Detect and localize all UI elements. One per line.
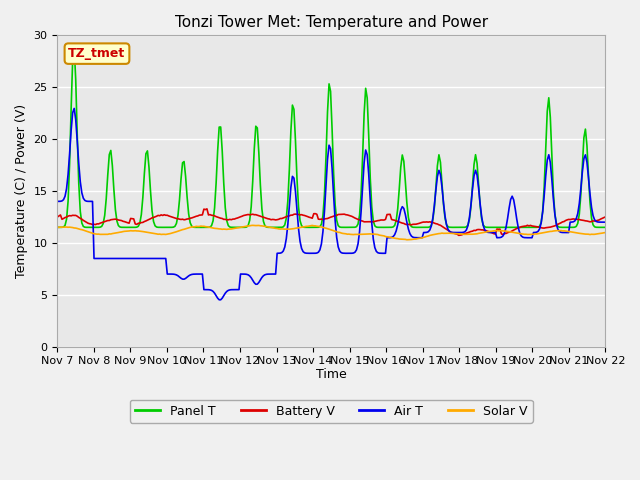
Line: Battery V: Battery V [58, 209, 605, 235]
Panel T [54, 225, 61, 230]
Line: Panel T: Panel T [58, 47, 605, 228]
Battery V [54, 214, 61, 220]
Y-axis label: Temperature (C) / Power (V): Temperature (C) / Power (V) [15, 104, 28, 278]
Solar V [235, 225, 243, 230]
Panel T [246, 217, 253, 223]
Air T [602, 219, 609, 225]
Panel T [122, 225, 130, 230]
Battery V [237, 214, 244, 220]
Solar V [54, 225, 61, 230]
Panel T [218, 148, 226, 154]
Air T [574, 211, 582, 216]
Air T [238, 271, 246, 277]
Air T [122, 256, 130, 262]
Solar V [217, 226, 225, 232]
Solar V [121, 228, 129, 234]
Battery V [203, 206, 211, 212]
Title: Tonzi Tower Met: Temperature and Power: Tonzi Tower Met: Temperature and Power [175, 15, 488, 30]
Battery V [455, 232, 463, 238]
Solar V [249, 222, 257, 228]
Panel T [493, 225, 500, 230]
Air T [220, 293, 228, 299]
Battery V [574, 216, 582, 222]
Air T [296, 239, 304, 244]
Solar V [294, 225, 302, 231]
Battery V [121, 219, 129, 225]
Battery V [294, 212, 302, 217]
Line: Solar V: Solar V [58, 225, 605, 240]
Solar V [574, 230, 582, 236]
Panel T [294, 204, 302, 210]
Air T [70, 106, 78, 111]
Battery V [218, 216, 226, 221]
Air T [217, 297, 225, 303]
Battery V [246, 212, 253, 218]
X-axis label: Time: Time [316, 368, 347, 381]
Panel T [237, 225, 244, 230]
Battery V [602, 214, 609, 220]
Solar V [403, 237, 411, 243]
Solar V [602, 229, 609, 235]
Legend: Panel T, Battery V, Air T, Solar V: Panel T, Battery V, Air T, Solar V [130, 400, 532, 423]
Line: Air T: Air T [58, 108, 605, 300]
Panel T [602, 225, 609, 230]
Air T [54, 199, 61, 204]
Panel T [574, 220, 582, 226]
Air T [248, 275, 255, 281]
Text: TZ_tmet: TZ_tmet [68, 47, 125, 60]
Panel T [70, 44, 78, 50]
Solar V [244, 223, 252, 229]
